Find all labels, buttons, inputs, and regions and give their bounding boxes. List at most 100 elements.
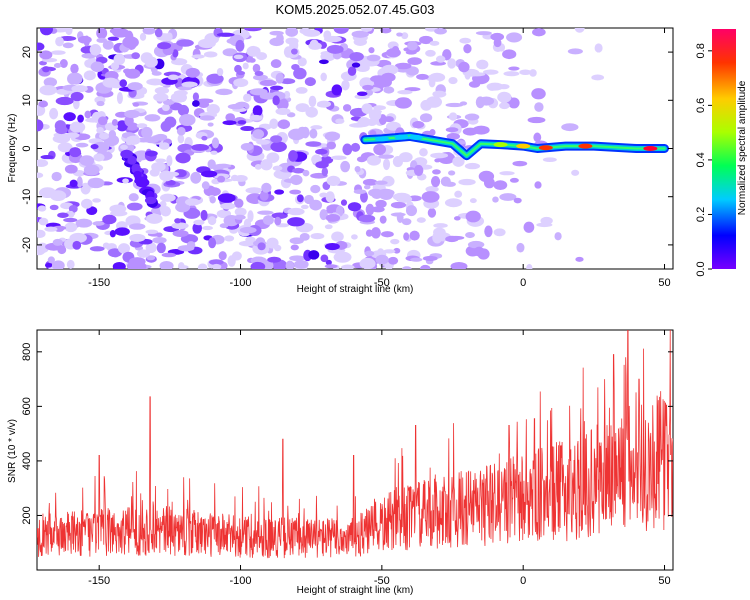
spectrogram-blob [401, 32, 409, 40]
spectrogram-blob [410, 257, 423, 262]
spectrogram-blob [433, 223, 448, 229]
ridge-hotspot [578, 143, 593, 149]
spectrogram-blob [357, 116, 371, 128]
spectrogram-blob [493, 228, 506, 237]
spectrogram-blob [272, 165, 283, 171]
spectrogram-blob [250, 261, 266, 269]
spectrogram-blob [383, 158, 391, 171]
spectrogram-blob [59, 59, 68, 68]
spectrogram-blob [84, 110, 92, 119]
spectrogram-blob [430, 152, 449, 159]
spectrogram-blob [57, 142, 73, 153]
spectrogram-blob [220, 202, 236, 210]
spectrogram-blob [37, 159, 49, 167]
spectrogram-blob [197, 263, 208, 269]
spectrogram-blob [166, 32, 173, 42]
spectrogram-blob [38, 60, 47, 66]
spectrogram-blob [207, 122, 214, 127]
spectrogram-blob [180, 234, 199, 244]
spectrogram-blob [458, 178, 476, 186]
spectrogram-blob [370, 227, 381, 239]
spectrogram-blob [463, 44, 472, 54]
snr-ticks: -150 -100 -50 0 50 200 400 600 800 [21, 330, 673, 587]
spectrogram-blob [386, 48, 401, 58]
spectrogram-blob [62, 42, 74, 49]
spectrogram-blob [383, 86, 395, 94]
spectrogram-blob [594, 43, 603, 53]
spectrogram-blob [90, 61, 105, 73]
spectrogram-blob [122, 36, 139, 49]
spectrogram-blob [304, 77, 316, 87]
colorbar-gradient [712, 29, 736, 269]
spectrogram-blob [64, 222, 78, 233]
spectrogram-blob [323, 30, 332, 40]
spectrogram-blob [39, 28, 53, 36]
spectrogram-blob [143, 55, 153, 63]
spectrogram-blob [245, 236, 256, 243]
spectrogram-blob [122, 178, 129, 184]
spectrogram-blob [269, 37, 284, 47]
spectrogram-blob [77, 35, 92, 44]
spectrogram-blob [102, 77, 119, 88]
spectrogram-blob [146, 255, 156, 261]
spectrogram-blob [353, 189, 367, 195]
spectrogram-blob [289, 237, 304, 245]
spectrogram-blob [172, 49, 179, 58]
spectrogram-blob [83, 70, 96, 81]
spectrogram-blob [227, 255, 236, 267]
spectrogram-blob [83, 164, 100, 176]
spectrogram-blob [513, 197, 522, 204]
spectrogram-blob [55, 36, 64, 47]
spectrogram-blob [86, 206, 98, 216]
spectrogram-blob [435, 55, 446, 63]
spectrogram-blob [351, 234, 358, 240]
spectrogram-blob [405, 205, 418, 217]
spectrogram-blob [176, 126, 186, 136]
spectrogram-blob [499, 102, 510, 110]
spectrogram-blob [475, 31, 492, 36]
spectrogram-ytick-label: 0 [21, 145, 33, 151]
spectrogram-blob [136, 123, 148, 129]
spectrogram-blob [145, 229, 159, 234]
spectrogram-blob [172, 230, 189, 238]
spectrogram-blob [207, 216, 217, 226]
spectrogram-blob [218, 251, 227, 261]
spectrogram-blob [324, 224, 333, 230]
snr-xtick-label: -150 [88, 575, 110, 587]
spectrogram-blob [387, 256, 399, 265]
spectrogram-blob [146, 213, 163, 224]
spectrogram-blob [128, 257, 146, 266]
spectrogram-blob [102, 40, 114, 50]
spectrogram-blob [379, 215, 387, 224]
spectrogram-blob [575, 256, 584, 262]
spectrogram-blob [285, 28, 299, 37]
spectrogram-blob [473, 246, 485, 257]
spectrogram-blob [310, 232, 325, 240]
spectrogram-blob [269, 118, 279, 129]
spectrogram-blob [416, 73, 429, 80]
spectrogram-blob [325, 259, 332, 266]
spectrogram-blob [275, 107, 291, 116]
spectrogram-blob [244, 28, 262, 32]
spectrogram-blob [340, 199, 348, 206]
spectrogram-blob [178, 262, 185, 269]
spectrogram-blob [390, 238, 400, 245]
ridge-hotspot [643, 146, 658, 151]
colorbar-ticks: 0.0 0.2 0.4 0.6 0.8 [695, 43, 712, 277]
spectrogram-blob [493, 38, 502, 48]
spectrogram-blob [512, 160, 528, 167]
spectrogram-blob [234, 207, 247, 217]
ridge-hotspot [538, 145, 553, 151]
spectrogram-blob [499, 171, 515, 176]
spectrogram-blob [178, 114, 196, 126]
spectrogram-blob [349, 52, 364, 62]
spectrogram-blob [144, 196, 157, 205]
spectrogram-blob [201, 181, 210, 190]
spectrogram-blob [335, 118, 345, 124]
spectrogram-blob [96, 37, 108, 43]
spectrogram-blob [341, 264, 355, 269]
spectrogram-blob [69, 72, 83, 85]
spectrogram-blob [434, 28, 447, 35]
